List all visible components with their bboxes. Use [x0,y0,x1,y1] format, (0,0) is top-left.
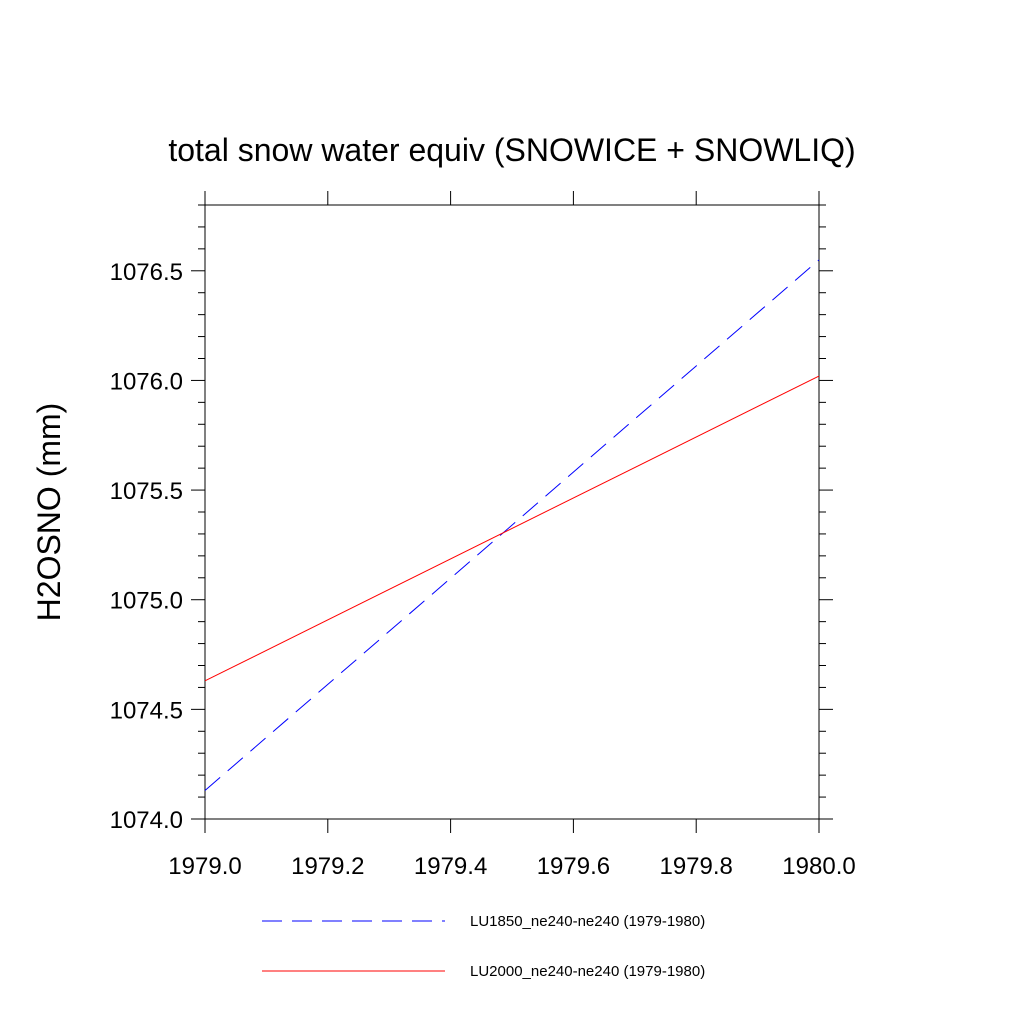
x-tick-label: 1979.4 [414,853,487,880]
y-tick-label: 1076.0 [110,368,183,395]
legend: LU1850_ne240-ne240 (1979-1980) LU2000_ne2… [262,913,705,980]
y-tick-label: 1074.5 [110,697,183,724]
chart-title: total snow water equiv (SNOWICE + SNOWLI… [168,132,855,168]
y-tick-label: 1076.5 [110,259,183,286]
x-tick-label: 1979.6 [537,853,610,880]
y-axis-label: H2OSNO (mm) [31,403,67,622]
y-axis-ticks: 1074.0 1074.5 1075.0 1075.5 1076.0 1076.5 [110,204,833,834]
x-axis-ticks: 1979.0 1979.2 1979.4 1979.6 1979.8 1980.0 [168,191,856,880]
y-tick-label: 1075.5 [110,478,183,505]
legend-label: LU1850_ne240-ne240 (1979-1980) [470,913,705,930]
plot-border [204,204,820,820]
legend-label: LU2000_ne240-ne240 (1979-1980) [470,963,705,980]
x-tick-label: 1980.0 [782,853,855,880]
series-layer [204,259,820,791]
y-tick-label: 1074.0 [110,807,183,834]
series-line [204,375,820,682]
x-tick-label: 1979.2 [291,853,364,880]
plot-frame [204,204,820,820]
series-line [204,259,820,791]
x-tick-label: 1979.8 [659,853,732,880]
y-tick-label: 1075.0 [110,588,183,615]
x-tick-label: 1979.0 [168,853,241,880]
